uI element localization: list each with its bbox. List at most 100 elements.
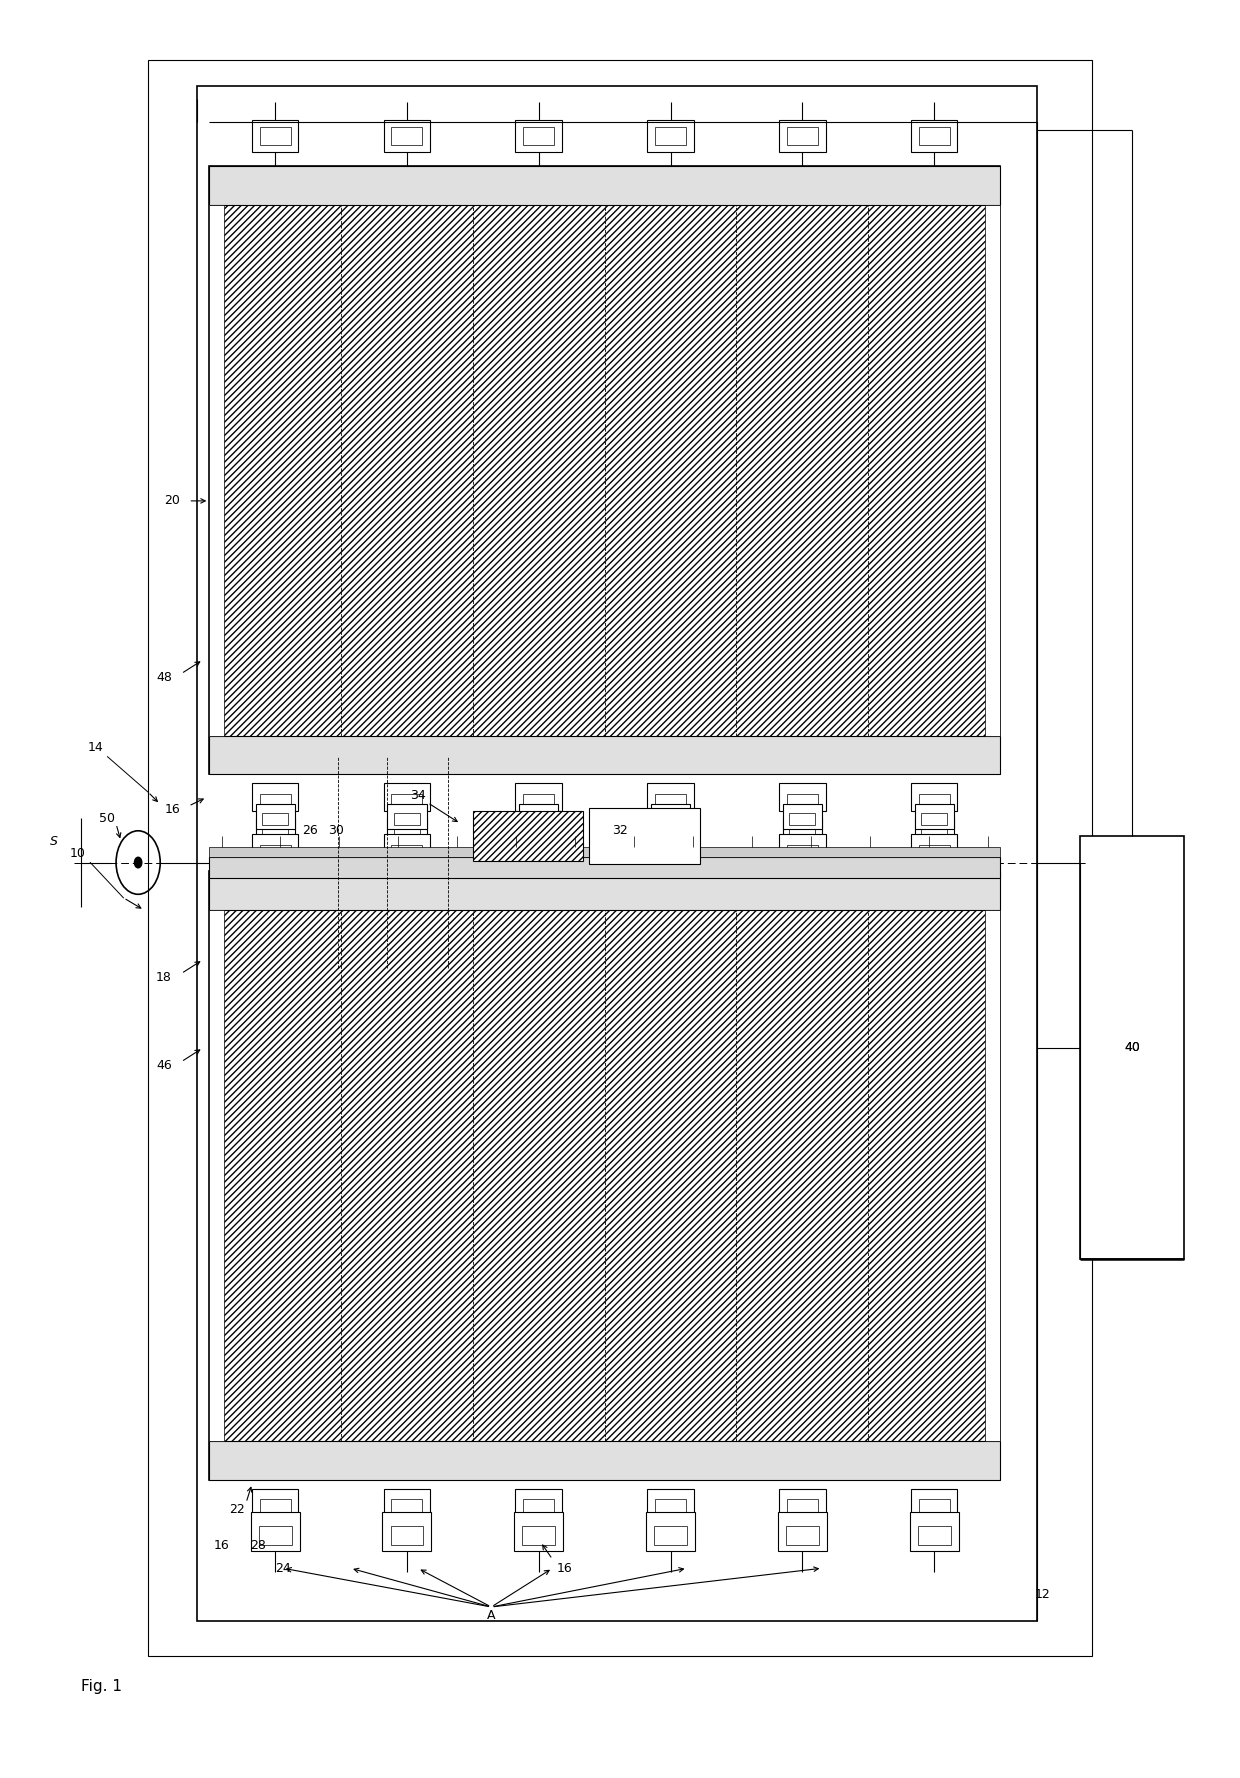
Bar — [522, 1526, 556, 1545]
Bar — [647, 782, 694, 811]
Bar — [387, 804, 427, 829]
Text: 18: 18 — [156, 971, 172, 983]
Bar — [210, 846, 1001, 857]
Bar — [782, 818, 822, 843]
Bar — [252, 119, 299, 151]
Bar — [197, 87, 1037, 1622]
Bar — [210, 165, 1001, 204]
Bar — [651, 804, 691, 829]
Bar — [919, 1499, 950, 1513]
Bar — [392, 793, 423, 807]
Bar — [986, 204, 1001, 736]
Bar — [394, 813, 420, 825]
Bar — [383, 782, 430, 811]
Bar — [516, 782, 562, 811]
Bar — [655, 1526, 687, 1545]
Bar — [515, 1511, 563, 1550]
Bar — [210, 871, 1001, 1479]
Text: 48: 48 — [156, 670, 172, 685]
Bar — [786, 1526, 818, 1545]
Bar — [919, 845, 950, 859]
Bar — [787, 845, 818, 859]
Circle shape — [134, 857, 141, 868]
Bar — [655, 845, 686, 859]
Text: 24: 24 — [275, 1561, 290, 1575]
Bar — [252, 834, 299, 862]
Bar — [910, 1511, 959, 1550]
Bar — [516, 834, 562, 862]
Text: 46: 46 — [156, 1060, 172, 1072]
Bar — [210, 736, 1001, 775]
Bar — [252, 1488, 299, 1517]
Bar — [250, 1511, 300, 1550]
Text: 20: 20 — [165, 494, 180, 507]
Text: 30: 30 — [327, 825, 343, 837]
Bar — [259, 793, 290, 807]
Bar — [790, 827, 816, 839]
Bar — [383, 834, 430, 862]
Text: 28: 28 — [250, 1538, 267, 1552]
Bar — [646, 1511, 696, 1550]
Bar — [779, 119, 826, 151]
Bar — [222, 204, 988, 736]
Bar — [259, 1499, 290, 1513]
Bar — [647, 119, 694, 151]
Bar — [651, 818, 691, 843]
Bar — [787, 793, 818, 807]
Text: Fig. 1: Fig. 1 — [81, 1678, 122, 1694]
Bar — [520, 804, 558, 829]
Bar — [382, 1511, 432, 1550]
Bar — [782, 804, 822, 829]
Bar — [148, 60, 1092, 1657]
Text: 40: 40 — [1123, 1042, 1140, 1054]
Bar — [523, 1499, 554, 1513]
Text: 16: 16 — [213, 1538, 229, 1552]
Bar — [259, 845, 290, 859]
Bar — [986, 910, 1001, 1442]
Bar — [210, 165, 1001, 775]
Bar — [392, 1499, 423, 1513]
Text: A: A — [487, 1609, 496, 1622]
Bar — [392, 845, 423, 859]
Bar — [657, 813, 683, 825]
Bar — [655, 793, 686, 807]
Bar — [255, 818, 295, 843]
Bar — [919, 126, 950, 144]
Bar — [921, 827, 947, 839]
Bar — [911, 1488, 957, 1517]
Bar — [911, 119, 957, 151]
Bar — [252, 782, 299, 811]
Bar — [779, 834, 826, 862]
Bar — [392, 126, 423, 144]
Bar — [383, 119, 430, 151]
Bar — [394, 827, 420, 839]
Text: 12: 12 — [1035, 1588, 1050, 1602]
Text: 10: 10 — [71, 848, 86, 861]
Bar — [210, 910, 224, 1442]
Bar — [647, 1488, 694, 1517]
Text: 14: 14 — [87, 741, 103, 754]
Bar — [921, 813, 947, 825]
Bar — [915, 818, 954, 843]
Bar — [918, 1526, 951, 1545]
Bar — [911, 782, 957, 811]
Bar — [647, 834, 694, 862]
Bar — [255, 804, 295, 829]
Text: 40: 40 — [1123, 1042, 1140, 1054]
Bar — [526, 827, 552, 839]
Text: 16: 16 — [165, 804, 180, 816]
Bar — [589, 807, 699, 864]
Bar — [526, 813, 552, 825]
Bar — [777, 1511, 827, 1550]
Bar — [919, 793, 950, 807]
Text: 32: 32 — [613, 825, 627, 837]
Bar — [787, 126, 818, 144]
Bar — [655, 126, 686, 144]
Bar — [259, 1526, 291, 1545]
Bar — [391, 1526, 423, 1545]
Bar — [387, 818, 427, 843]
Bar — [657, 827, 683, 839]
Text: S: S — [50, 836, 57, 848]
Bar — [259, 126, 290, 144]
Text: 22: 22 — [229, 1504, 246, 1517]
